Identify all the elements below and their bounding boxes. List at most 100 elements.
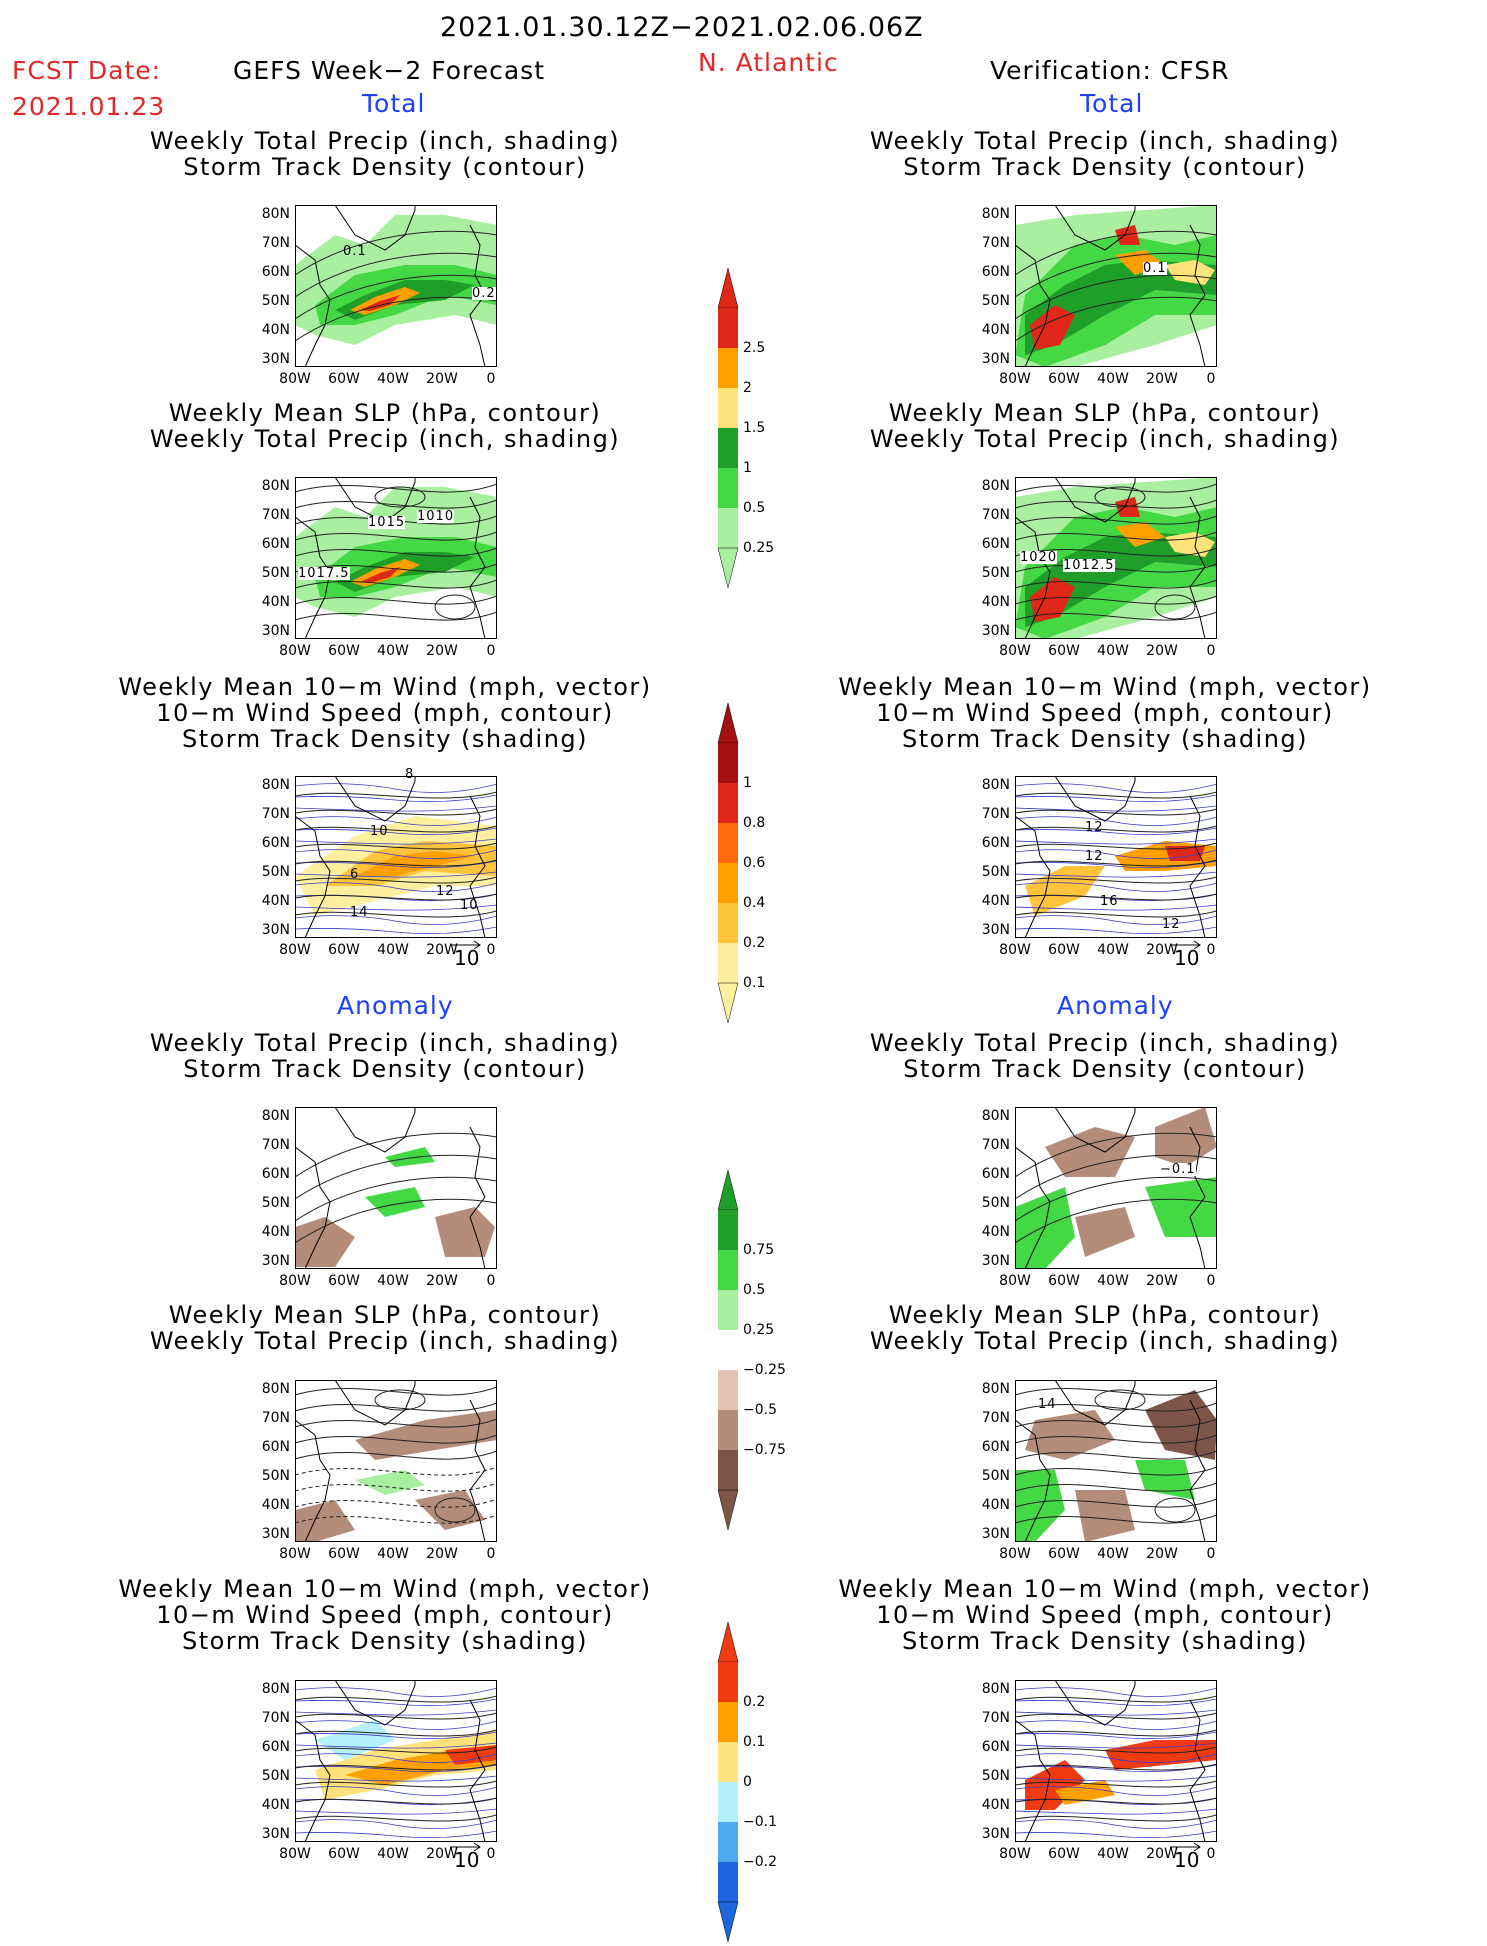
coastline-north-america (1015, 1719, 1051, 1842)
contour-label: 12 (1085, 849, 1104, 864)
lat-tick-label: 50N (981, 565, 1010, 581)
storm-track-contour (295, 1154, 497, 1200)
vector-reference-arrow (1170, 940, 1201, 950)
cfsr-anom-wind-title: Weekly Mean 10−m Wind (mph, vector) 10−m … (838, 1575, 1372, 1655)
colorbar-swatch (718, 903, 738, 943)
wind-speed-contour (295, 791, 497, 799)
wind-vector-streamline (295, 816, 497, 826)
slp-contour (374, 486, 426, 508)
lon-tick-label: 80W (999, 371, 1031, 387)
wind-vector-streamline (295, 1830, 497, 1839)
coastline-europe-africa (1189, 795, 1206, 938)
lon-tick-label: 60W (1048, 371, 1080, 387)
contour-label: 12 (436, 884, 455, 899)
wind-speed-contour (1015, 825, 1217, 833)
wind-vector-streamline (295, 915, 497, 925)
coastline-greenland (334, 1680, 416, 1726)
lon-tick-label: 20W (1146, 371, 1178, 387)
lat-tick-label: 70N (981, 806, 1010, 822)
lat-tick-label: 80N (261, 1381, 290, 1397)
wind-vector-streamline (1015, 794, 1217, 803)
storm-track-contour (295, 1176, 497, 1222)
slp-contour (434, 1497, 476, 1523)
coastline-north-america (1015, 1146, 1051, 1269)
lat-tick-label: 50N (261, 1468, 290, 1484)
wind-vector-streamline (1015, 1819, 1217, 1829)
wind-speed-contour (1015, 910, 1217, 918)
wind-vector-streamline (1015, 1786, 1217, 1796)
precip-red (1030, 577, 1075, 622)
colorbar-label: −0.1 (743, 1814, 777, 1830)
vector-reference: 10 (448, 936, 484, 970)
colorbar-swatch (718, 1822, 738, 1862)
contour-label: 1010 (417, 509, 455, 524)
lat-tick-label: 50N (981, 1768, 1010, 1784)
lon-tick-label: 20W (1146, 643, 1178, 659)
wind-vector-streamline (1015, 882, 1217, 892)
slp-contour (295, 595, 497, 605)
lat-tick-label: 40N (981, 1797, 1010, 1813)
slp-contour (1015, 1466, 1217, 1476)
fcst-date-label: FCST Date: (12, 56, 162, 85)
cfsr-column-title: Verification: CFSR (990, 56, 1230, 85)
lon-tick-label: 40W (1097, 1546, 1129, 1562)
colorbar-label: −0.75 (743, 1442, 786, 1458)
gefs-total-track-title: Weekly Total Precip (inch, shading) Storm… (149, 127, 621, 181)
storm-track-contour (1015, 252, 1217, 298)
lat-tick-label: 60N (981, 835, 1010, 851)
anom-wet (385, 1147, 435, 1167)
lat-tick-label: 30N (981, 623, 1010, 639)
wind-vector-streamline (295, 860, 497, 869)
colorbar-cap (717, 547, 739, 589)
slp-contour (295, 579, 497, 589)
colorbar-label: 2 (743, 380, 752, 396)
coastline-greenland (334, 205, 416, 251)
lon-tick-label: 80W (279, 1273, 311, 1289)
fcst-date-value: 2021.01.23 (12, 92, 166, 121)
precip-yellow (1165, 260, 1215, 285)
coastline-greenland (334, 1107, 416, 1153)
lat-tick-label: 60N (981, 264, 1010, 280)
contour-label: 1015 (368, 515, 406, 530)
cfsr-anom-slp-title: Weekly Mean SLP (hPa, contour) Weekly Tot… (869, 1301, 1341, 1355)
coastline-europe-africa (469, 1699, 486, 1842)
contour-label: 16 (1100, 894, 1119, 909)
lon-tick-label: 40W (377, 371, 409, 387)
lat-tick-label: 60N (261, 835, 290, 851)
vector-reference-arrow (450, 940, 481, 950)
map-frame (295, 776, 497, 938)
slp-contour (295, 1402, 497, 1412)
lat-tick-label: 60N (981, 536, 1010, 552)
wind-vector-streamline (295, 805, 497, 812)
storm-track-contour (1015, 1198, 1217, 1244)
vector-reference-arrow (450, 1842, 481, 1852)
lon-tick-label: 40W (377, 1546, 409, 1562)
lon-tick-label: 0 (1206, 1546, 1216, 1562)
total-density-colorbar (717, 702, 739, 1024)
colorbar-swatch (718, 783, 738, 823)
colorbar-label: 0 (743, 1774, 752, 1790)
lat-tick-label: 60N (261, 1439, 290, 1455)
anom-dry (1025, 1410, 1115, 1460)
lat-tick-label: 40N (261, 322, 290, 338)
lon-tick-label: 0 (1206, 1846, 1216, 1862)
coastline-greenland (1054, 1680, 1136, 1726)
colorbar-label: 0.4 (743, 895, 766, 911)
map-frame (295, 1680, 497, 1842)
wind-vector-streamline (295, 1819, 497, 1829)
colorbar-swatch (718, 1250, 738, 1290)
colorbar-label: 0.25 (743, 540, 775, 556)
map-frame (1015, 776, 1217, 938)
lon-tick-label: 0 (1206, 371, 1216, 387)
gefs-anom-slp-title: Weekly Mean SLP (hPa, contour) Weekly Tot… (149, 1301, 621, 1355)
colorbar-swatch (718, 1450, 738, 1490)
wind-vector-streamline (295, 1731, 497, 1740)
lat-tick-label: 30N (981, 1253, 1010, 1269)
wind-vector-streamline (1015, 1775, 1217, 1782)
lon-tick-label: 40W (1097, 942, 1129, 958)
lon-tick-label: 60W (1048, 1273, 1080, 1289)
lon-tick-label: 0 (486, 1846, 496, 1862)
anom-dens-red (1025, 1760, 1085, 1810)
colorbar-label: 0.5 (743, 500, 766, 516)
slp-contour (1015, 611, 1217, 621)
